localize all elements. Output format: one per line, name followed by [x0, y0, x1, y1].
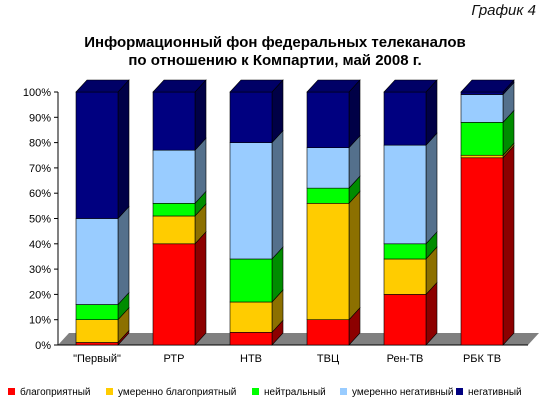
bar-segment-side [194, 231, 207, 346]
x-tick-label: РТР [164, 353, 185, 365]
bar-segment-side [502, 145, 515, 346]
bar-group [383, 79, 438, 346]
bar-segment [306, 319, 350, 346]
bar-segment [229, 258, 273, 303]
bar-top [460, 79, 515, 93]
x-tick-label: РБК ТВ [463, 353, 501, 365]
bar-segment [229, 301, 273, 333]
bar-segment [306, 187, 350, 204]
chart-title-line-1: Информационный фон федеральных телеканал… [84, 34, 466, 51]
bar-segment-side [117, 79, 130, 220]
legend-swatch [8, 388, 15, 395]
bar-segment [460, 94, 504, 123]
chart-title: Информационный фон федеральных телеканал… [0, 34, 550, 70]
legend-entry: благоприятный [20, 386, 91, 398]
legend-entry: умеренно благоприятный [118, 386, 236, 398]
bar-segment-side [117, 205, 130, 306]
y-tick-label: 60% [29, 188, 51, 200]
bar-segment [460, 154, 504, 159]
y-tick-label: 40% [29, 239, 51, 251]
bar-group [152, 79, 207, 346]
bar-segment-side [348, 190, 361, 321]
bar-segment [383, 91, 427, 146]
y-tick-label: 20% [29, 289, 51, 301]
bar-segment [383, 294, 427, 346]
bar-top [75, 79, 130, 93]
bar-segment [306, 203, 350, 321]
bar-segment [460, 91, 504, 95]
bar-top [229, 79, 284, 93]
y-tick-label: 100% [23, 87, 51, 99]
y-tick-label: 50% [29, 214, 51, 226]
y-tick-label: 30% [29, 264, 51, 276]
legend-entry: негативный [468, 387, 522, 398]
legend-entry: умеренно негативный [352, 387, 453, 398]
bar-segment [75, 91, 119, 219]
bar-segment [306, 91, 350, 148]
bar-top [306, 79, 361, 93]
y-tick-label: 70% [29, 163, 51, 175]
bar-segment [75, 319, 119, 343]
bar-segment [152, 149, 196, 204]
bar-segment-side [425, 132, 438, 245]
bar-segment [460, 122, 504, 156]
bar-segment-side [271, 129, 284, 260]
bar-segment [152, 215, 196, 245]
x-tick-label: НТВ [240, 353, 262, 365]
bar-segment [75, 218, 119, 305]
bar-segment [229, 142, 273, 260]
legend-swatch [106, 388, 113, 395]
bar-group [75, 79, 130, 346]
chart-tag: График 4 [471, 2, 536, 19]
x-tick-label: "Первый" [73, 353, 121, 365]
bar-top [152, 79, 207, 93]
y-tick-label: 90% [29, 112, 51, 124]
bar-segment [152, 91, 196, 151]
bar-segment [152, 203, 196, 217]
bar-segment [229, 91, 273, 143]
bar-segment [460, 157, 504, 346]
y-tick-label: 0% [35, 340, 51, 352]
legend-swatch [340, 388, 347, 395]
bar-segment [229, 332, 273, 346]
bar-segment [306, 147, 350, 189]
legend-entry: нейтральный [264, 387, 326, 398]
bar-segment [383, 243, 427, 260]
bar-segment [383, 144, 427, 245]
y-tick-label: 10% [29, 315, 51, 327]
bar-top [383, 79, 438, 93]
bar-segment [152, 243, 196, 346]
bar-segment [75, 304, 119, 320]
chart-title-line-2: по отношению к Компартии, май 2008 г. [128, 52, 422, 69]
bar-group [229, 79, 284, 346]
bar-group [306, 79, 361, 346]
y-tick-label: 80% [29, 138, 51, 150]
legend-swatch [252, 388, 259, 395]
bar-group [460, 79, 515, 346]
x-tick-label: ТВЦ [317, 353, 339, 365]
bar-segment [75, 342, 119, 346]
bar-segment [383, 258, 427, 295]
legend-swatch [456, 388, 463, 395]
x-tick-label: Рен-ТВ [387, 353, 424, 365]
